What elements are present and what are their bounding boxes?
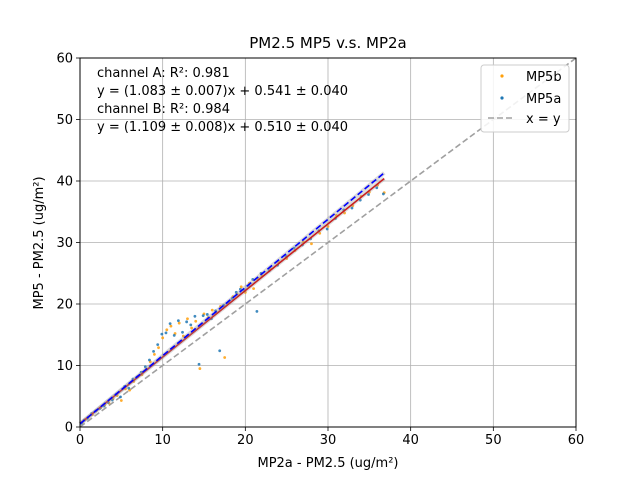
x-tick-label: 50 (485, 433, 502, 448)
point-mp5a (148, 358, 151, 362)
point-mp5b (190, 326, 194, 330)
x-tick-label: 20 (237, 433, 254, 448)
y-tick-label: 60 (56, 52, 73, 67)
point-mp5b (198, 367, 202, 370)
point-mp5b (181, 334, 185, 338)
annotation-line-4: y = (1.109 ± 0.008)x + 0.510 ± 0.040 (97, 120, 348, 135)
legend-marker-mp5b (500, 74, 504, 78)
point-mp5a (201, 314, 205, 318)
point-mp5a (375, 186, 379, 190)
point-mp5a (218, 349, 222, 353)
point-mp5a (172, 333, 176, 337)
point-mp5b (223, 356, 227, 359)
point-mp5b (210, 308, 214, 312)
point-mp5b (157, 346, 160, 350)
point-mp5b (252, 287, 256, 291)
point-mp5a (160, 332, 164, 336)
x-axis-ticks: 0 10 20 30 40 50 60 (76, 427, 584, 448)
legend-label-mp5b: MP5b (526, 70, 562, 85)
point-mp5a (193, 314, 197, 318)
fit-annotation: channel A: R²: 0.981 y = (1.083 ± 0.007)… (97, 66, 348, 135)
point-mp5a (197, 362, 201, 366)
x-tick-label: 40 (402, 433, 419, 448)
x-tick-label: 30 (320, 433, 337, 448)
point-mp5a (119, 395, 122, 399)
point-mp5a (143, 365, 147, 369)
fit-layer (78, 171, 386, 426)
y-tick-label: 20 (56, 298, 73, 313)
annotation-line-1: channel A: R²: 0.981 (97, 66, 230, 81)
point-mp5b (161, 336, 165, 340)
x-tick-label: 60 (568, 433, 585, 448)
point-mp5b (194, 319, 198, 323)
x-tick-label: 10 (154, 433, 171, 448)
y-axis-label: MP5 - PM2.5 (ug/m²) (32, 176, 47, 309)
point-mp5b (343, 211, 346, 215)
legend: MP5b MP5a x = y (480, 64, 570, 133)
point-mp5a (292, 246, 296, 250)
legend-box (480, 64, 570, 133)
y-tick-label: 40 (56, 175, 73, 190)
point-mp5a (255, 309, 259, 313)
point-mp5b (119, 399, 123, 402)
point-mp5b (177, 321, 181, 325)
annotation-line-3: channel B: R²: 0.984 (97, 102, 230, 117)
point-mp5b (169, 324, 173, 328)
point-mp5a (181, 330, 184, 334)
point-mp5a (234, 290, 238, 294)
point-mp5b (165, 328, 169, 332)
fit-line-b (79, 172, 385, 425)
point-mp5a (367, 193, 370, 196)
point-mp5a (205, 313, 209, 316)
point-mp5b (318, 231, 322, 235)
point-mp5a (152, 349, 155, 353)
legend-label-identity: x = y (526, 112, 561, 127)
point-mp5a (381, 192, 385, 196)
legend-marker-mp5a (500, 96, 504, 100)
y-tick-label: 10 (56, 359, 73, 374)
x-tick-label: 0 (76, 433, 84, 448)
chart-title: PM2.5 MP5 v.s. MP2a (249, 34, 406, 52)
annotation-line-2: y = (1.083 ± 0.007)x + 0.541 ± 0.040 (97, 84, 348, 99)
point-mp5a (185, 320, 189, 324)
point-mp5a (350, 206, 354, 210)
point-mp5a (325, 227, 329, 231)
point-mp5a (156, 343, 160, 346)
point-mp5b (153, 353, 156, 356)
y-axis-ticks: 0 10 20 30 40 50 60 (56, 52, 80, 436)
y-tick-label: 30 (56, 236, 73, 251)
point-mp5a (164, 331, 168, 335)
point-mp5a (176, 319, 180, 323)
point-mp5a (189, 323, 193, 327)
y-tick-label: 50 (56, 113, 73, 128)
x-axis-label: MP2a - PM2.5 (ug/m²) (257, 456, 398, 471)
y-tick-label: 0 (65, 421, 73, 436)
point-mp5a (168, 322, 172, 326)
point-mp5b (186, 317, 189, 321)
point-mp5a (127, 386, 131, 390)
point-mp5b (239, 285, 243, 289)
point-mp5b (326, 225, 330, 228)
point-mp5b (310, 242, 313, 246)
legend-label-mp5a: MP5a (526, 92, 561, 107)
